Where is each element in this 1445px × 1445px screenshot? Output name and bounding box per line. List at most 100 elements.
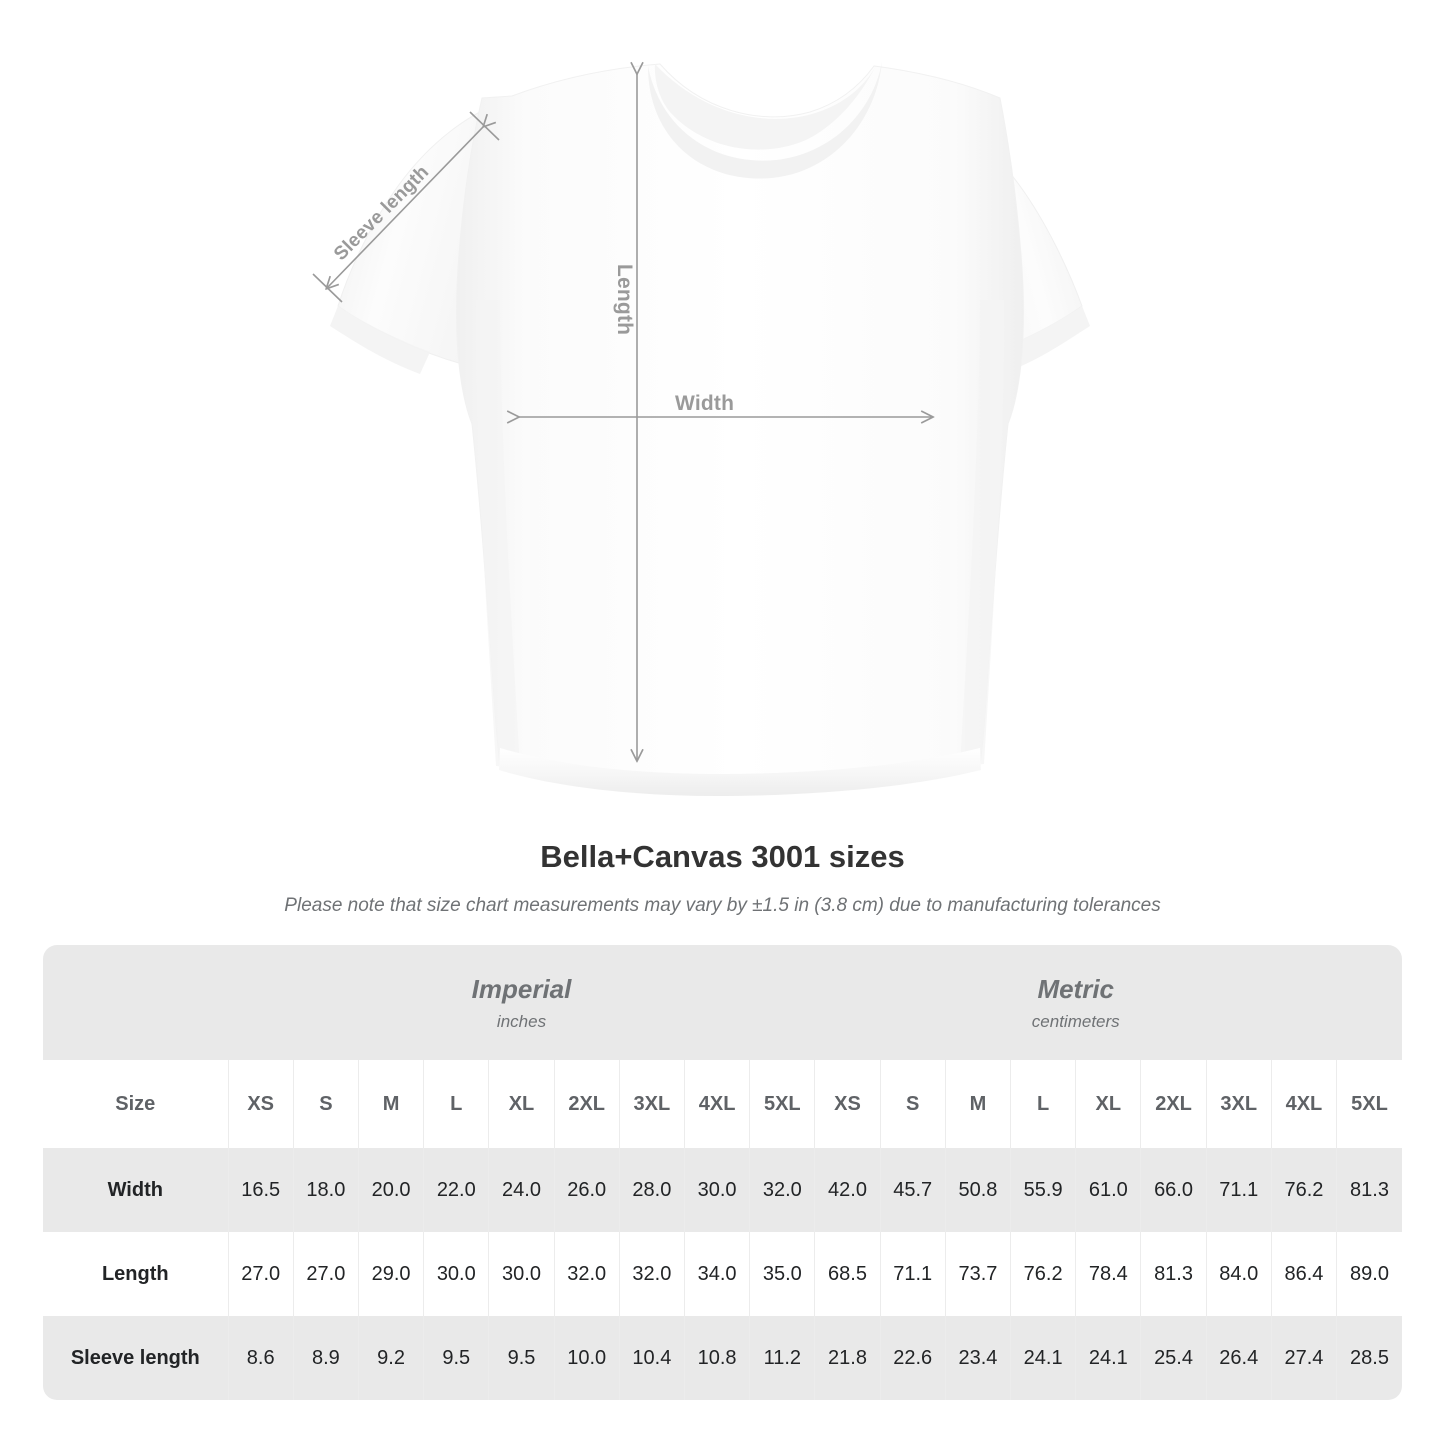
table-cell: 81.3 — [1140, 1232, 1207, 1316]
row-label: Sleeve length — [43, 1316, 229, 1400]
collar-ribbing — [648, 62, 882, 179]
table-cell: 30.0 — [423, 1232, 489, 1316]
table-cell: 28.5 — [1336, 1316, 1402, 1400]
page-title: Bella+Canvas 3001 sizes — [540, 839, 905, 874]
table-cell: 71.1 — [879, 1232, 946, 1316]
table-cell: 50.8 — [944, 1148, 1011, 1232]
table-cell: 9.5 — [423, 1316, 489, 1400]
table-row: Sleeve length 8.6 8.9 9.2 9.5 9.5 10.0 1… — [43, 1316, 1402, 1400]
table-cell: 24.1 — [1010, 1316, 1076, 1400]
width-label: Width — [675, 392, 735, 415]
table-cell: 23.4 — [944, 1316, 1011, 1400]
table-cell: 68.5 — [814, 1232, 881, 1316]
table-cell: 20.0 — [357, 1148, 424, 1232]
table-cell: 35.0 — [749, 1232, 815, 1316]
table-cell: 27.0 — [227, 1232, 294, 1316]
size-header-label: Size — [43, 1060, 229, 1148]
table-cell: 18.0 — [292, 1148, 359, 1232]
table-cell: 86.4 — [1270, 1232, 1337, 1316]
size-header-cell: XL — [1075, 1060, 1141, 1148]
table-cell: 10.0 — [553, 1316, 620, 1400]
table-cell: 8.9 — [292, 1316, 359, 1400]
sleeve-tick-bottom — [312, 273, 343, 303]
size-header-cell: L — [423, 1060, 489, 1148]
table-cell: 34.0 — [683, 1232, 750, 1316]
table-row: Length 27.0 27.0 29.0 30.0 30.0 32.0 32.… — [43, 1232, 1402, 1316]
table-cell: 81.3 — [1336, 1148, 1402, 1232]
size-header-cell: 2XL — [553, 1060, 620, 1148]
page-subtitle: Please note that size chart measurements… — [284, 895, 1161, 916]
size-header-cell: XL — [488, 1060, 555, 1148]
collar-band — [654, 64, 876, 150]
table-cell: 22.6 — [879, 1316, 946, 1400]
sleeve-length-arrow — [327, 126, 484, 288]
title-block: Bella+Canvas 3001 sizes Please note that… — [0, 838, 1445, 918]
bottom-hem — [499, 748, 981, 796]
size-header-cell: 3XL — [1205, 1060, 1272, 1148]
tshirt-diagram: Width Length Sleeve length — [312, 0, 1090, 796]
table-cell: 24.0 — [488, 1148, 555, 1232]
measurement-arrows — [312, 73, 932, 760]
table-row: Width 16.5 18.0 20.0 22.0 24.0 26.0 28.0… — [43, 1148, 1402, 1232]
unit-group-imperial-name: Imperial — [471, 973, 572, 1004]
table-cell: 9.5 — [488, 1316, 555, 1400]
table-cell: 9.2 — [357, 1316, 424, 1400]
size-header-cell: M — [357, 1060, 424, 1148]
table-cell: 25.4 — [1140, 1316, 1207, 1400]
table-cell: 32.0 — [553, 1232, 620, 1316]
table-cell: 55.9 — [1010, 1148, 1076, 1232]
table-cell: 42.0 — [814, 1148, 881, 1232]
size-header-cell: 4XL — [683, 1060, 750, 1148]
table-cell: 10.4 — [618, 1316, 685, 1400]
length-label: Length — [613, 264, 636, 336]
table-cell: 76.2 — [1010, 1232, 1076, 1316]
table-cell: 24.1 — [1075, 1316, 1141, 1400]
table-cell: 22.0 — [423, 1148, 489, 1232]
size-header-cell: L — [1010, 1060, 1076, 1148]
size-header-cell: M — [944, 1060, 1011, 1148]
size-header-cell: 2XL — [1140, 1060, 1207, 1148]
table-cell: 89.0 — [1336, 1232, 1402, 1316]
unit-banner-spacer — [43, 945, 229, 1060]
row-label: Length — [43, 1232, 229, 1316]
table-cell: 29.0 — [357, 1232, 424, 1316]
right-body-shadow — [960, 300, 1005, 766]
table-cell: 61.0 — [1075, 1148, 1141, 1232]
table-cell: 66.0 — [1140, 1148, 1207, 1232]
unit-group-imperial-sub: inches — [496, 1011, 547, 1031]
size-header-cell: 3XL — [618, 1060, 685, 1148]
table-cell: 27.4 — [1270, 1316, 1337, 1400]
table-cell: 73.7 — [944, 1232, 1011, 1316]
table-cell: 78.4 — [1075, 1232, 1141, 1316]
table-cell: 21.8 — [814, 1316, 881, 1400]
size-header-cell: 5XL — [1336, 1060, 1402, 1148]
shirt-silhouette — [330, 62, 1090, 796]
table-cell: 45.7 — [879, 1148, 946, 1232]
table-cell: 32.0 — [618, 1232, 685, 1316]
table-cell: 71.1 — [1205, 1148, 1272, 1232]
table-cell: 10.8 — [683, 1316, 750, 1400]
unit-group-imperial: Imperial inches — [228, 945, 815, 1060]
size-header-cell: XS — [227, 1060, 294, 1148]
table-cell: 27.0 — [292, 1232, 359, 1316]
table-cell: 11.2 — [749, 1316, 815, 1400]
table-cell: 26.0 — [553, 1148, 620, 1232]
size-header-cell: XS — [814, 1060, 881, 1148]
size-header-cell: 5XL — [749, 1060, 815, 1148]
table-cell: 76.2 — [1270, 1148, 1337, 1232]
row-label: Width — [43, 1148, 229, 1232]
table-cell: 8.6 — [227, 1316, 294, 1400]
unit-group-metric-name: Metric — [1037, 973, 1115, 1004]
size-header-cell: S — [292, 1060, 359, 1148]
size-chart-table-container: Imperial inches Metric centimeters Size … — [43, 945, 1402, 1400]
left-cuff — [330, 306, 430, 374]
unit-group-metric-sub: centimeters — [1031, 1011, 1120, 1031]
left-body-shadow — [475, 300, 520, 768]
table-cell: 28.0 — [618, 1148, 685, 1232]
table-cell: 16.5 — [227, 1148, 294, 1232]
table-cell: 84.0 — [1205, 1232, 1272, 1316]
size-header-cell: 4XL — [1270, 1060, 1337, 1148]
table-cell: 32.0 — [749, 1148, 815, 1232]
unit-group-metric: Metric centimeters — [814, 945, 1337, 1060]
unit-banner-spacer-right — [1336, 945, 1402, 1060]
